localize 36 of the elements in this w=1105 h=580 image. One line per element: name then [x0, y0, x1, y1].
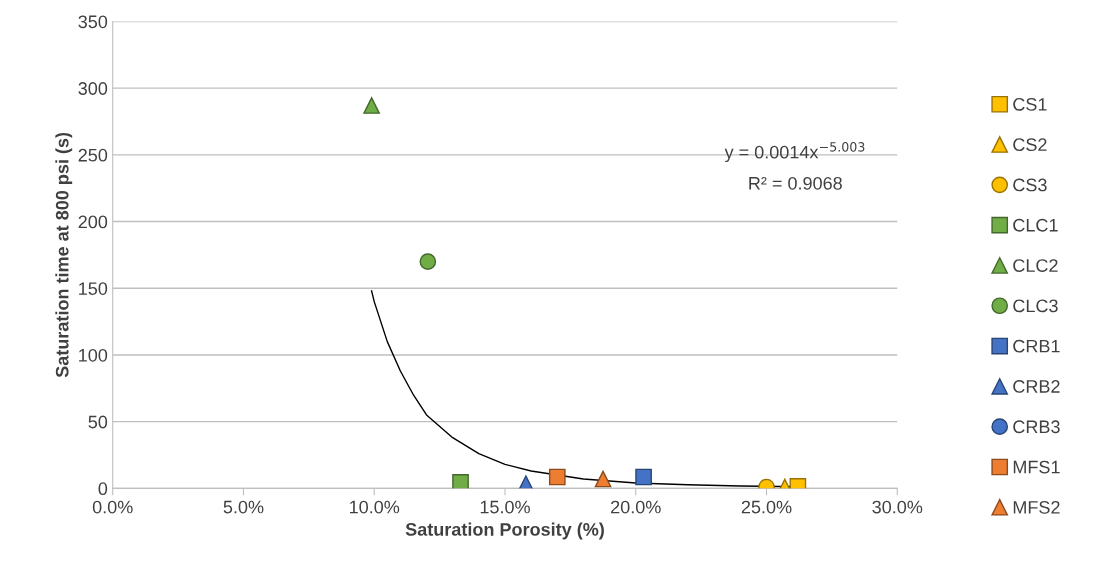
y-tick-label: 300 [78, 82, 108, 95]
legend-label: CS2 [1013, 138, 1047, 152]
legend-label: MFS1 [1013, 460, 1060, 474]
legend-label: CLC2 [1013, 259, 1058, 272]
x-tick-label: 20.0% [611, 500, 661, 514]
point [594, 470, 612, 488]
legend-label: CRB3 [1013, 420, 1060, 434]
y-axis-title: Saturation time at 800 psi (s) [55, 132, 73, 378]
x-tick-label: 25.0% [741, 500, 792, 514]
legend-label: CLC1 [1013, 218, 1058, 232]
y-tick-label: 250 [78, 148, 108, 162]
legend-label: CRB2 [1013, 380, 1060, 393]
y-tick-label: 100 [79, 348, 108, 362]
x-tick-label: 10.0% [350, 500, 400, 514]
y-tick-label: 350 [78, 15, 108, 29]
x-tick-label: 0.0% [92, 500, 133, 514]
legend-label: CLC3 [1013, 299, 1058, 313]
x-tick-label: 30.0% [872, 500, 923, 514]
y-tick-label: 150 [79, 282, 108, 295]
y-tick-label: 50 [88, 415, 108, 429]
legend-label: CRB1 [1013, 339, 1060, 353]
y-tick-label: 0 [98, 482, 108, 496]
point [452, 474, 469, 489]
x-tick-label: 15.0% [480, 500, 530, 514]
annotation: R² = 0.9068 [749, 176, 842, 190]
legend-label: MFS2 [1013, 500, 1060, 514]
point [419, 253, 437, 270]
x-tick-label: 5.0% [223, 500, 264, 514]
annotation: y = 0.0014x$^{−5.003}$ [724, 142, 865, 163]
legend-label: CS1 [1013, 97, 1047, 111]
point [635, 468, 652, 486]
y-tick-label: 200 [78, 215, 108, 229]
point [548, 468, 566, 486]
legend-label: CS3 [1013, 178, 1047, 192]
point [363, 97, 380, 114]
x-axis-title: Saturation Porosity (%) [405, 522, 604, 540]
